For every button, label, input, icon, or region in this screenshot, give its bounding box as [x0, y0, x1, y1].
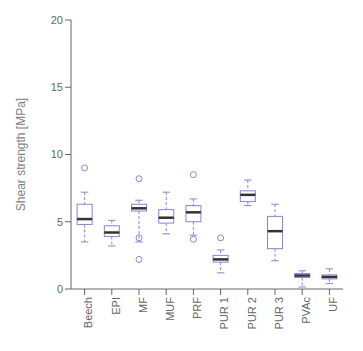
svg-text:10: 10 [51, 148, 63, 160]
svg-text:PUR 1: PUR 1 [218, 297, 230, 329]
svg-text:PUR 3: PUR 3 [273, 297, 285, 329]
svg-text:UF: UF [327, 297, 339, 312]
svg-text:5: 5 [57, 216, 63, 228]
svg-text:20: 20 [51, 14, 63, 26]
svg-text:Shear strength [MPa]: Shear strength [MPa] [14, 98, 28, 211]
svg-text:MF: MF [137, 297, 149, 313]
svg-text:MUF: MUF [164, 297, 176, 321]
svg-text:Beech: Beech [82, 297, 94, 328]
svg-text:PUR 2: PUR 2 [246, 297, 258, 329]
svg-text:15: 15 [51, 81, 63, 93]
svg-text:EPI: EPI [110, 297, 122, 315]
svg-text:PRF: PRF [191, 297, 203, 319]
svg-text:0: 0 [57, 283, 63, 295]
svg-text:PVAc: PVAc [300, 297, 312, 324]
